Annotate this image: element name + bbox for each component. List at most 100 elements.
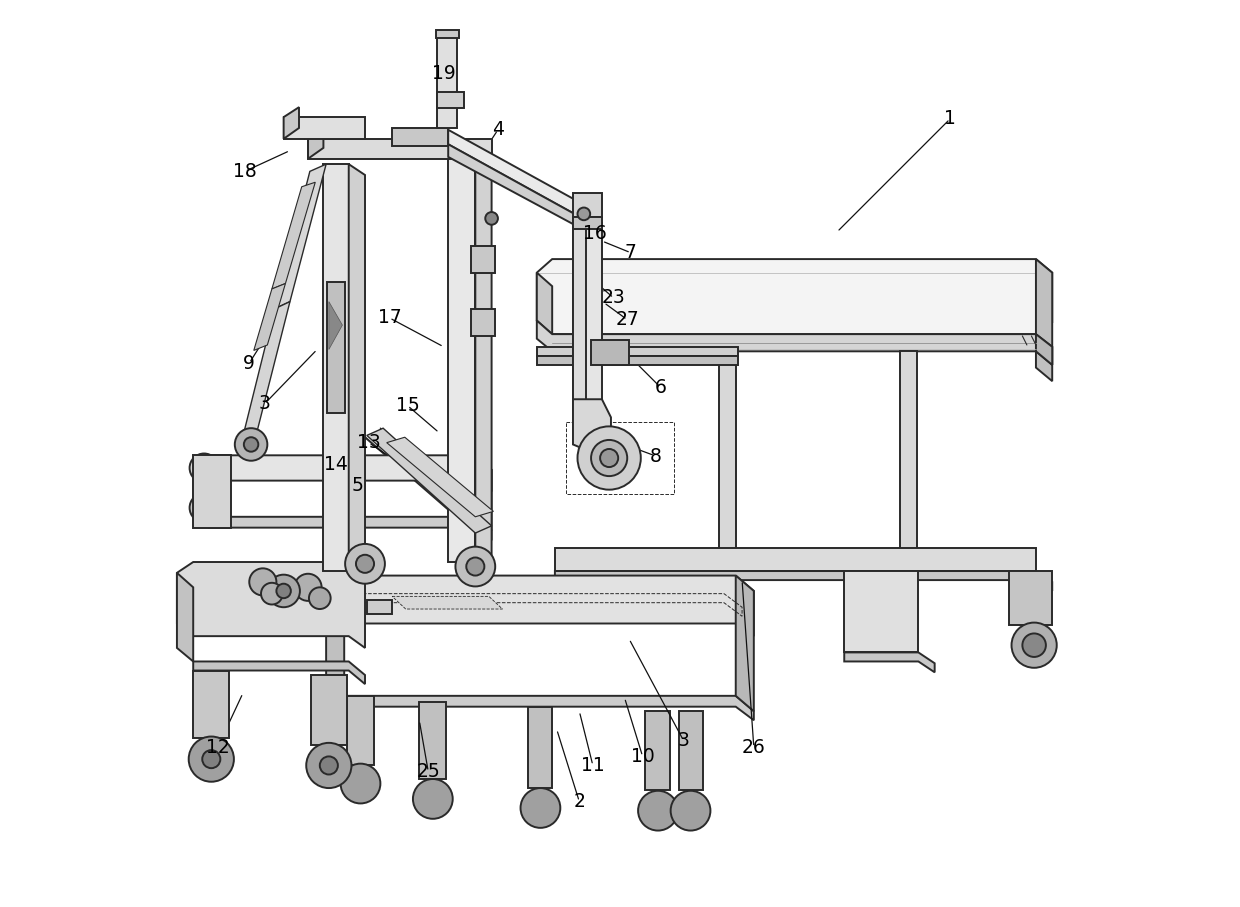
Text: 3: 3 [677,731,689,750]
Polygon shape [419,702,446,779]
Polygon shape [193,455,231,528]
Text: 17: 17 [377,308,402,327]
Polygon shape [471,308,495,336]
Circle shape [234,428,268,461]
Circle shape [600,449,619,467]
Circle shape [578,426,641,490]
Text: 5: 5 [352,475,363,494]
Circle shape [341,764,381,804]
Circle shape [671,791,711,831]
Circle shape [309,588,331,609]
Circle shape [521,788,560,828]
Polygon shape [274,164,326,308]
Text: 6: 6 [655,378,667,397]
Circle shape [188,736,234,782]
Circle shape [485,212,498,225]
Polygon shape [347,696,374,766]
Polygon shape [324,164,348,571]
Polygon shape [308,139,491,159]
Polygon shape [554,549,1035,571]
Polygon shape [573,223,601,410]
Polygon shape [1009,571,1053,625]
Circle shape [1012,622,1056,668]
Polygon shape [719,351,735,562]
Polygon shape [193,455,491,492]
Circle shape [202,750,221,768]
Polygon shape [326,576,754,636]
Polygon shape [448,130,579,217]
Polygon shape [735,576,754,711]
Polygon shape [678,711,703,790]
Circle shape [277,584,291,599]
Circle shape [320,756,337,775]
Text: 19: 19 [432,64,455,83]
Polygon shape [308,128,324,159]
Text: 13: 13 [357,434,381,453]
Polygon shape [528,707,552,788]
Polygon shape [326,590,345,696]
Polygon shape [193,670,229,738]
Circle shape [249,569,277,596]
Circle shape [639,791,678,831]
Polygon shape [900,351,916,562]
Text: 11: 11 [582,756,605,775]
Circle shape [306,743,351,788]
Polygon shape [193,463,208,517]
Text: 25: 25 [417,762,440,781]
Polygon shape [537,320,1053,365]
Polygon shape [284,117,365,139]
Polygon shape [367,428,491,533]
Circle shape [244,437,258,452]
Polygon shape [242,302,290,440]
Polygon shape [573,399,611,449]
Text: 14: 14 [324,454,348,473]
Circle shape [413,779,453,819]
Circle shape [262,583,283,604]
Polygon shape [177,573,193,661]
Polygon shape [554,571,1053,591]
Circle shape [356,555,374,573]
Polygon shape [327,282,345,413]
Polygon shape [387,437,494,517]
Polygon shape [645,711,670,790]
Polygon shape [573,217,585,410]
Polygon shape [272,182,315,289]
Text: 23: 23 [601,288,625,307]
Circle shape [591,440,627,476]
Polygon shape [193,505,491,541]
Circle shape [190,454,218,483]
Polygon shape [537,259,1053,334]
Polygon shape [392,128,448,146]
Text: 18: 18 [233,161,257,180]
Text: 2: 2 [573,792,585,811]
Text: 8: 8 [650,447,662,465]
Polygon shape [1035,259,1053,381]
Text: 9: 9 [243,354,255,373]
Polygon shape [475,455,491,531]
Circle shape [190,493,218,522]
Polygon shape [254,284,285,350]
Polygon shape [844,652,935,672]
Polygon shape [537,356,738,365]
Polygon shape [284,107,299,139]
Polygon shape [471,246,495,273]
Polygon shape [177,562,365,648]
Text: 16: 16 [583,224,606,243]
Polygon shape [573,193,601,217]
Text: 1: 1 [944,110,956,129]
Polygon shape [1035,334,1053,365]
Text: 7: 7 [625,243,637,262]
Text: 15: 15 [396,396,419,415]
Polygon shape [326,681,754,720]
Circle shape [578,208,590,220]
Polygon shape [448,146,475,562]
Polygon shape [367,600,392,614]
Polygon shape [844,571,919,652]
Text: 27: 27 [615,310,639,329]
Text: 4: 4 [492,121,503,140]
Polygon shape [435,30,459,37]
Circle shape [1022,633,1045,657]
Polygon shape [348,164,365,582]
Text: 3: 3 [259,395,270,414]
Polygon shape [448,144,579,228]
